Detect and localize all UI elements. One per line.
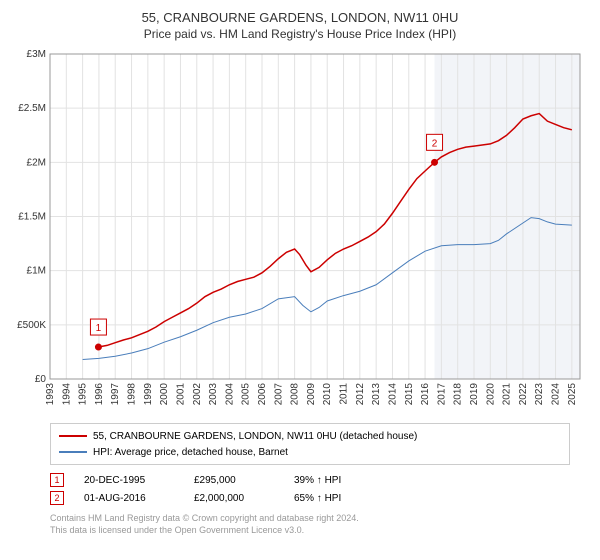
marker-2-icon: 2 [50,491,64,505]
svg-text:2007: 2007 [273,383,284,406]
point2-delta: 65% ↑ HPI [294,493,341,504]
svg-text:1998: 1998 [127,383,138,406]
svg-text:2011: 2011 [339,383,350,405]
svg-text:1994: 1994 [61,383,72,406]
svg-text:2013: 2013 [371,383,382,406]
svg-text:£2.5M: £2.5M [18,103,46,114]
footer-line-1: Contains HM Land Registry data © Crown c… [50,513,570,525]
data-points-table: 1 20-DEC-1995 £295,000 39% ↑ HPI 2 01-AU… [50,471,570,507]
svg-text:2017: 2017 [436,383,447,406]
footer-attribution: Contains HM Land Registry data © Crown c… [50,513,570,536]
svg-text:2014: 2014 [387,383,398,406]
svg-text:2009: 2009 [306,383,317,406]
svg-text:1993: 1993 [45,383,56,406]
data-point-row-2: 2 01-AUG-2016 £2,000,000 65% ↑ HPI [50,489,570,507]
svg-text:£2M: £2M [27,157,46,168]
svg-text:£3M: £3M [27,49,46,60]
point2-date: 01-AUG-2016 [84,493,174,504]
svg-text:2004: 2004 [224,383,235,406]
chart-title-line2: Price paid vs. HM Land Registry's House … [10,27,590,41]
svg-text:2012: 2012 [355,383,366,406]
point2-price: £2,000,000 [194,493,274,504]
svg-text:2025: 2025 [567,383,578,406]
svg-text:2023: 2023 [534,383,545,406]
legend-label-2: HPI: Average price, detached house, Barn… [93,447,288,458]
point1-delta: 39% ↑ HPI [294,475,341,486]
svg-text:1996: 1996 [94,383,105,406]
svg-text:2010: 2010 [322,383,333,406]
svg-text:2020: 2020 [485,383,496,406]
svg-text:1995: 1995 [78,383,89,406]
footer-line-2: This data is licensed under the Open Gov… [50,525,570,537]
svg-text:2022: 2022 [518,383,529,406]
marker-1-icon: 1 [50,473,64,487]
svg-text:2016: 2016 [420,383,431,406]
svg-text:2015: 2015 [404,383,415,406]
svg-text:2005: 2005 [241,383,252,406]
svg-text:1997: 1997 [110,383,121,406]
data-point-row-1: 1 20-DEC-1995 £295,000 39% ↑ HPI [50,471,570,489]
legend-row-2: HPI: Average price, detached house, Barn… [59,444,561,460]
svg-text:1: 1 [96,323,102,334]
svg-text:2006: 2006 [257,383,268,406]
svg-text:£1M: £1M [27,266,46,277]
svg-text:2024: 2024 [551,383,562,406]
svg-text:£500K: £500K [17,320,46,331]
chart-area: £0£500K£1M£1.5M£2M£2.5M£3M19931994199519… [10,49,590,419]
svg-text:2008: 2008 [290,383,301,406]
svg-text:2: 2 [432,138,438,149]
chart-title-line1: 55, CRANBOURNE GARDENS, LONDON, NW11 0HU [10,10,590,25]
svg-text:1999: 1999 [143,383,154,406]
svg-text:2000: 2000 [159,383,170,406]
legend-row-1: 55, CRANBOURNE GARDENS, LONDON, NW11 0HU… [59,428,561,444]
point1-price: £295,000 [194,475,274,486]
point1-date: 20-DEC-1995 [84,475,174,486]
svg-text:£1.5M: £1.5M [18,212,46,223]
legend-label-1: 55, CRANBOURNE GARDENS, LONDON, NW11 0HU… [93,431,417,442]
legend: 55, CRANBOURNE GARDENS, LONDON, NW11 0HU… [50,423,570,465]
svg-text:2001: 2001 [175,383,186,406]
svg-text:2003: 2003 [208,383,219,406]
legend-swatch-2 [59,451,87,453]
svg-text:2021: 2021 [502,383,513,406]
svg-text:2018: 2018 [453,383,464,406]
line-chart-svg: £0£500K£1M£1.5M£2M£2.5M£3M19931994199519… [10,49,590,419]
svg-text:2002: 2002 [192,383,203,406]
svg-text:2019: 2019 [469,383,480,406]
legend-swatch-1 [59,435,87,437]
